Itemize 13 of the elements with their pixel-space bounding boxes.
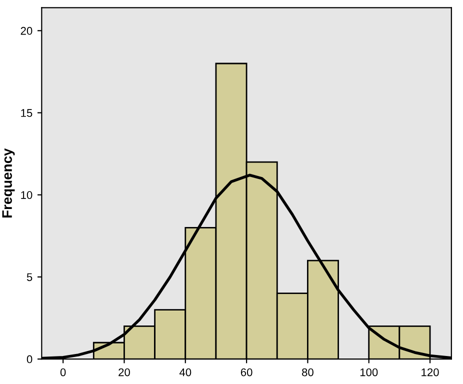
x-tick-label: 100 xyxy=(360,368,378,376)
y-tick-label: 5 xyxy=(26,273,32,282)
y-tick-label: 20 xyxy=(20,26,32,35)
x-tick-label: 120 xyxy=(422,368,439,376)
y-tick-label: 0 xyxy=(26,355,32,364)
x-tick-label: 80 xyxy=(302,368,314,376)
y-tick-label: 10 xyxy=(21,191,32,199)
x-tick-label: 60 xyxy=(240,368,252,376)
x-tick-label: 40 xyxy=(179,368,192,376)
x-tick-label: 20 xyxy=(118,368,130,376)
x-tick-label: 0 xyxy=(60,368,66,376)
y-axis-title: Frequency xyxy=(2,148,15,218)
y-tick-label: 15 xyxy=(21,109,32,117)
